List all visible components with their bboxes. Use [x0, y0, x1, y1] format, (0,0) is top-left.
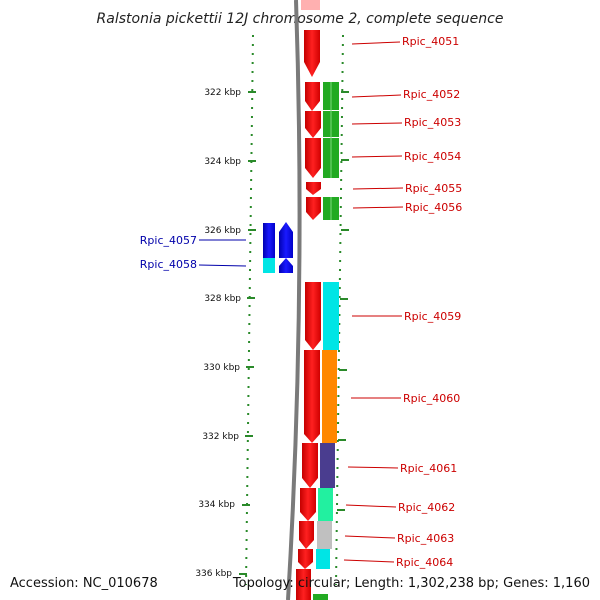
tick-label: 336 kbp [195, 569, 232, 579]
cds-next[interactable] [296, 569, 311, 600]
accession-text: Accession: NC_010678 [10, 576, 158, 591]
cds-rpic-4052[interactable] [305, 82, 320, 111]
topology-text: Topology: circular; Length: 1,302,238 bp… [232, 576, 590, 591]
gene-label-rpic-4061[interactable]: Rpic_4061 [400, 462, 457, 475]
cds-rpic-4057[interactable] [263, 223, 275, 258]
cds-rpic-4055[interactable] [306, 182, 321, 195]
cds-rpic-4061[interactable] [302, 443, 318, 488]
tick-label: 332 kbp [202, 432, 239, 442]
cds-rpic-4053[interactable] [305, 111, 321, 138]
gene-label-rpic-4057[interactable]: Rpic_4057 [140, 234, 197, 247]
tick-label: 326 kbp [204, 226, 241, 236]
cds-fragment-top [301, 0, 320, 10]
cds-rpic-4051[interactable] [304, 30, 320, 77]
tick-label: 324 kbp [204, 157, 241, 167]
cog-rpic-4059[interactable] [323, 282, 339, 350]
gene-labels-right: Rpic_4051 Rpic_4052 Rpic_4053 Rpic_4054 … [343, 35, 462, 569]
gene-label-rpic-4058[interactable]: Rpic_4058 [140, 258, 197, 271]
cds-rpic-4059[interactable] [305, 282, 321, 350]
tick-label: 330 kbp [203, 363, 240, 373]
gene-label-rpic-4059[interactable]: Rpic_4059 [404, 310, 461, 323]
cds-rpic-4060[interactable] [304, 350, 320, 443]
reverse-arrow-upper[interactable] [279, 222, 293, 258]
gene-labels-left: Rpic_4057 Rpic_4058 [140, 234, 247, 271]
scale-ticks: 322 kbp 324 kbp 326 kbp 328 kbp 330 kbp … [195, 88, 256, 579]
cog-rpic-4063[interactable] [317, 521, 332, 549]
forward-cds-track [296, 30, 321, 600]
cog-rpic-4061[interactable] [320, 443, 335, 488]
gene-label-rpic-4053[interactable]: Rpic_4053 [404, 116, 461, 129]
cog-track [313, 82, 339, 600]
cds-rpic-4063[interactable] [299, 521, 314, 549]
cds-rpic-4058[interactable] [263, 258, 275, 273]
outer-dotted-axis [335, 34, 344, 586]
reverse-cds-track [263, 222, 293, 273]
tick-label: 334 kbp [198, 500, 235, 510]
cog-rpic-4060[interactable] [322, 350, 337, 443]
genome-backbone [286, 0, 302, 600]
gene-label-rpic-4056[interactable]: Rpic_4056 [405, 201, 462, 214]
map-title: Ralstonia pickettii 12J chromosome 2, co… [97, 11, 504, 27]
reverse-arrow-lower[interactable] [279, 258, 293, 273]
inner-dotted-axis [245, 34, 254, 586]
gene-label-rpic-4055[interactable]: Rpic_4055 [405, 182, 462, 195]
gene-label-rpic-4060[interactable]: Rpic_4060 [403, 392, 460, 405]
tick-label: 328 kbp [204, 294, 241, 304]
cds-rpic-4062[interactable] [300, 488, 316, 521]
cds-rpic-4054[interactable] [305, 138, 321, 178]
gene-label-rpic-4062[interactable]: Rpic_4062 [398, 501, 455, 514]
cds-rpic-4056[interactable] [306, 197, 321, 220]
cog-next [313, 594, 328, 600]
gene-label-rpic-4063[interactable]: Rpic_4063 [397, 532, 454, 545]
gene-label-rpic-4052[interactable]: Rpic_4052 [403, 88, 460, 101]
gene-label-rpic-4064[interactable]: Rpic_4064 [396, 556, 453, 569]
cog-rpic-4062[interactable] [318, 488, 333, 521]
cog-rpic-4064[interactable] [316, 549, 330, 569]
outer-tick-marks [337, 91, 349, 511]
tick-label: 322 kbp [204, 88, 241, 98]
gene-label-rpic-4051[interactable]: Rpic_4051 [402, 35, 459, 48]
gene-label-rpic-4054[interactable]: Rpic_4054 [404, 150, 461, 163]
cds-rpic-4064[interactable] [298, 549, 313, 569]
